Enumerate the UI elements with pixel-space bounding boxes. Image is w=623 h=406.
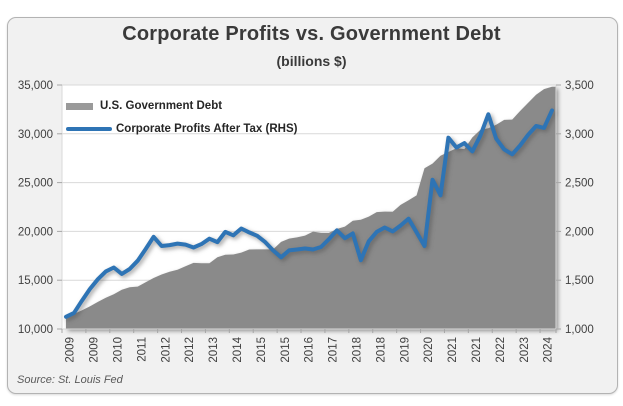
profits-line-swatch: [66, 127, 112, 131]
chart-title: Corporate Profits vs. Government Debt: [122, 23, 501, 45]
legend: U.S. Government Debt Corporate Profits A…: [66, 99, 297, 136]
legend-label-debt: U.S. Government Debt: [100, 100, 223, 112]
legend-item-profits: Corporate Profits After Tax (RHS): [66, 122, 297, 136]
legend-item-debt: U.S. Government Debt: [66, 99, 297, 113]
legend-label-profits: Corporate Profits After Tax (RHS): [116, 123, 298, 135]
chart-frame[interactable]: [7, 17, 618, 394]
debt-area-swatch: [66, 102, 93, 110]
chart-subtitle: (billions $): [276, 53, 347, 69]
source-note: Source: St. Louis Fed: [17, 374, 123, 386]
